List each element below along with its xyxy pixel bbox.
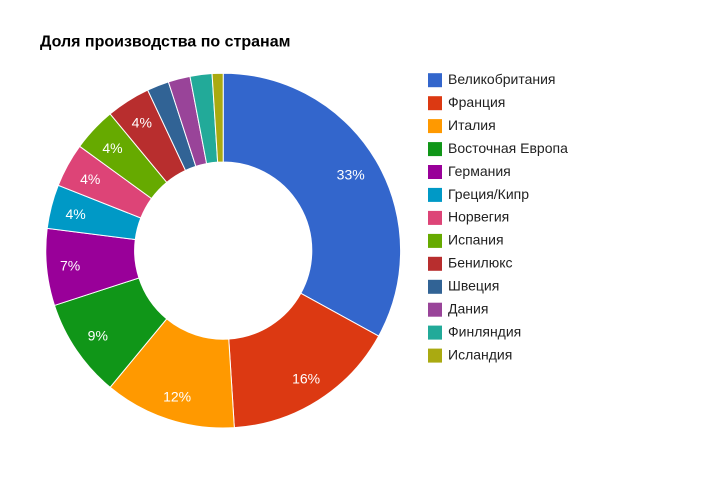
svg-text:4%: 4% — [65, 206, 85, 222]
svg-text:Греция/Кипр: Греция/Кипр — [448, 186, 529, 202]
svg-text:9%: 9% — [88, 328, 108, 344]
svg-text:Швеция: Швеция — [448, 278, 499, 294]
svg-text:Восточная Европа: Восточная Европа — [448, 140, 568, 156]
svg-text:4%: 4% — [132, 114, 152, 130]
svg-text:Германия: Германия — [448, 163, 511, 179]
svg-text:Исландия: Исландия — [448, 346, 512, 362]
svg-text:12%: 12% — [163, 389, 191, 405]
svg-text:7%: 7% — [60, 258, 80, 274]
svg-text:Дания: Дания — [448, 301, 488, 317]
svg-text:Испания: Испания — [448, 232, 504, 248]
svg-text:Франция: Франция — [448, 94, 505, 110]
svg-text:Норвегия: Норвегия — [448, 209, 509, 225]
svg-text:16%: 16% — [292, 371, 320, 387]
svg-text:Доля производства по странам: Доля производства по странам — [40, 34, 290, 51]
svg-text:Бенилюкс: Бенилюкс — [448, 255, 512, 271]
svg-text:4%: 4% — [102, 140, 122, 156]
svg-text:Финляндия: Финляндия — [448, 323, 521, 339]
svg-text:Италия: Италия — [448, 117, 496, 133]
svg-text:4%: 4% — [80, 171, 100, 187]
svg-text:33%: 33% — [337, 167, 365, 183]
svg-text:Великобритания: Великобритания — [448, 71, 556, 87]
